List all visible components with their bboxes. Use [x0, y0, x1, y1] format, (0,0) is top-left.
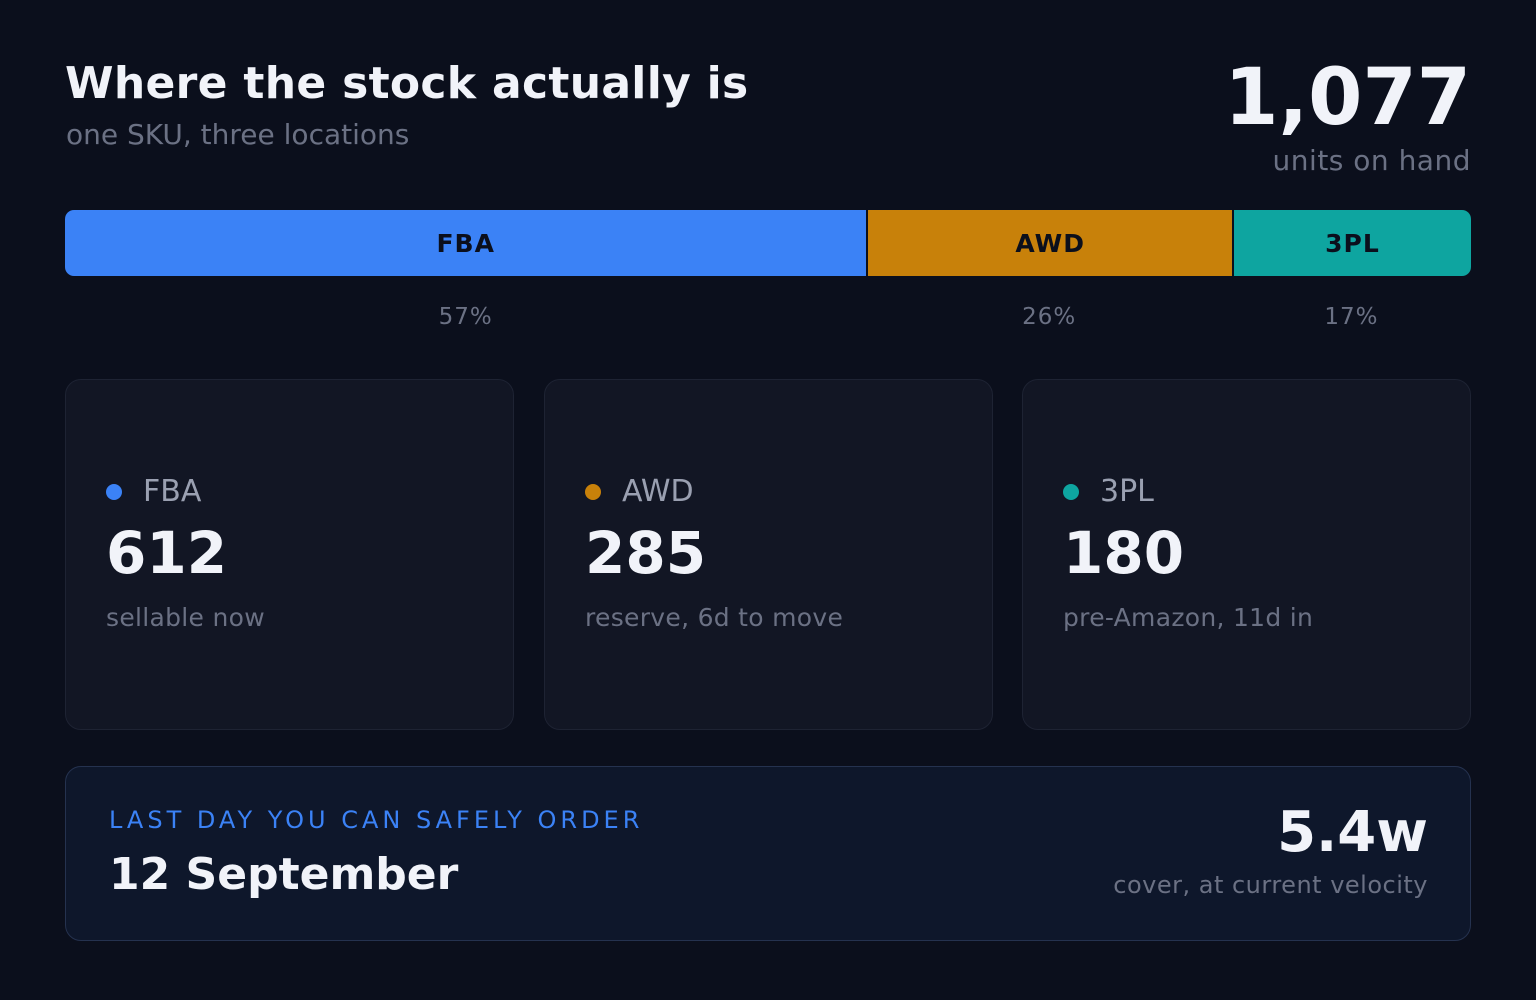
- card-units-value: 285: [585, 519, 707, 587]
- location-card-fba: FBA 612 sellable now: [65, 379, 514, 730]
- card-units-value: 612: [106, 519, 228, 587]
- card-header: 3PL: [1063, 473, 1154, 511]
- bar-segment-label: 3PL: [1325, 228, 1380, 258]
- location-cards: FBA 612 sellable now AWD 285 reserve, 6d…: [65, 379, 1471, 730]
- order-deadline-label: LAST DAY YOU CAN SAFELY ORDER: [109, 806, 644, 834]
- total-units-value: 1,077: [1224, 53, 1471, 143]
- card-location-name: AWD: [622, 474, 694, 509]
- total-units-label: units on hand: [1272, 144, 1471, 177]
- location-card-3pl: 3PL 180 pre-Amazon, 11d in: [1022, 379, 1471, 730]
- percent-label-awd: 26%: [1022, 304, 1077, 330]
- header: Where the stock actually is one SKU, thr…: [65, 58, 1471, 182]
- fba-color-dot-icon: [106, 484, 122, 500]
- bar-segment-3pl: 3PL: [1231, 210, 1471, 276]
- card-location-name: FBA: [143, 474, 202, 509]
- percent-label-3pl: 17%: [1324, 304, 1379, 330]
- percent-labels: 57% 26% 17%: [65, 300, 1471, 334]
- card-location-name: 3PL: [1100, 474, 1154, 509]
- bar-segment-label: FBA: [436, 228, 495, 258]
- cover-weeks-value: 5.4w: [1277, 800, 1428, 865]
- bar-segment-awd: AWD: [866, 210, 1232, 276]
- card-note: reserve, 6d to move: [585, 603, 844, 632]
- bar-segment-fba: FBA: [65, 210, 867, 276]
- card-note: pre-Amazon, 11d in: [1063, 603, 1314, 632]
- card-units-value: 180: [1063, 519, 1185, 587]
- awd-color-dot-icon: [585, 484, 601, 500]
- card-header: FBA: [106, 473, 201, 511]
- bar-segment-label: AWD: [1015, 228, 1085, 258]
- card-header: AWD: [585, 473, 694, 511]
- location-card-awd: AWD 285 reserve, 6d to move: [544, 379, 993, 730]
- 3pl-color-dot-icon: [1063, 484, 1079, 500]
- stock-distribution-bar: FBA AWD 3PL: [65, 210, 1471, 276]
- percent-label-fba: 57%: [438, 304, 493, 330]
- card-note: sellable now: [106, 603, 265, 632]
- order-deadline-panel: LAST DAY YOU CAN SAFELY ORDER 12 Septemb…: [65, 766, 1471, 941]
- page-subtitle: one SKU, three locations: [66, 118, 410, 151]
- cover-weeks-label: cover, at current velocity: [1113, 871, 1428, 899]
- order-deadline-date: 12 September: [109, 849, 459, 900]
- page-title: Where the stock actually is: [65, 58, 749, 109]
